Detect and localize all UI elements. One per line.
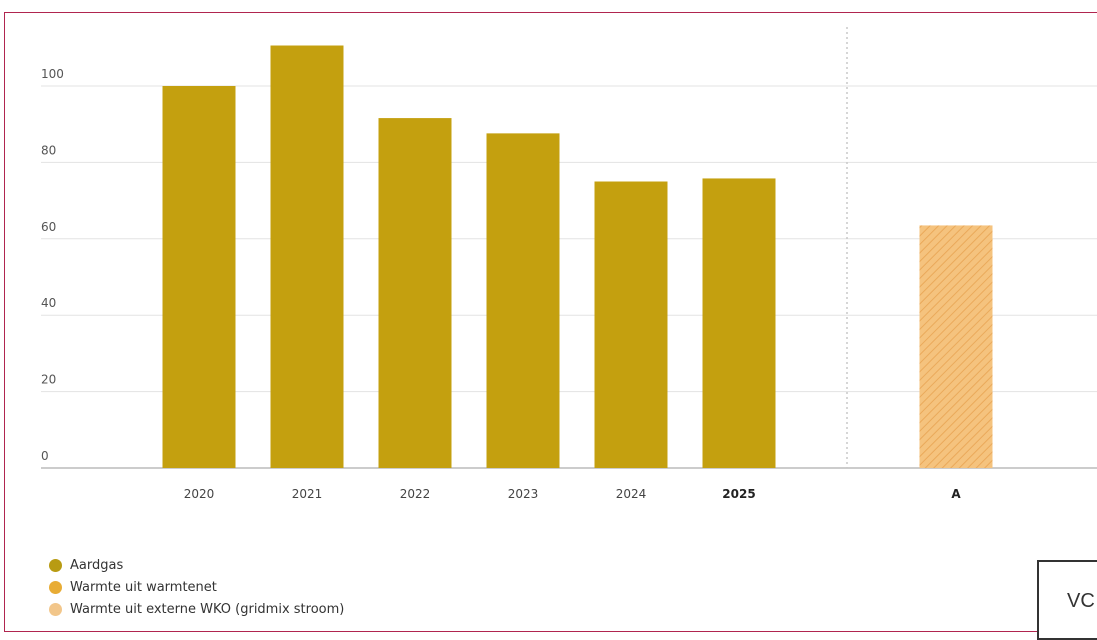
bar-chart: 0 20 40 60 80 100 2020 2021 2022 2023 2024 2025 A — [41, 27, 1097, 501]
bar-A — [919, 225, 993, 468]
y-tick-label: 80 — [41, 143, 56, 157]
x-tick-label: 2022 — [400, 487, 431, 501]
y-tick-label: 100 — [41, 67, 64, 81]
bars — [162, 45, 993, 469]
bar-2024 — [594, 181, 668, 468]
legend: Aardgas Warmte uit warmtenet Warmte uit … — [49, 554, 344, 620]
x-tick-label: A — [951, 487, 961, 501]
legend-label: Warmte uit externe WKO (gridmix stroom) — [70, 601, 345, 617]
legend-swatch-warmtenet — [49, 580, 62, 594]
y-axis-ticks: 0 20 40 60 80 100 — [41, 67, 64, 463]
legend-item-aardgas: Aardgas — [49, 554, 344, 576]
bar-2021 — [270, 45, 344, 469]
legend-swatch-wko — [49, 602, 62, 616]
legend-label: Warmte uit warmtenet — [70, 579, 217, 595]
x-tick-label: 2020 — [184, 487, 215, 501]
chart-frame: 0 20 40 60 80 100 2020 2021 2022 2023 2024 2025 A A… — [4, 12, 1097, 632]
legend-item-wko: Warmte uit externe WKO (gridmix stroom) — [49, 598, 344, 620]
x-axis-ticks: 2020 2021 2022 2023 2024 2025 A — [184, 487, 962, 501]
x-tick-label: 2024 — [616, 487, 647, 501]
corner-label: VC — [1067, 590, 1095, 612]
y-tick-label: 0 — [41, 449, 49, 463]
bar-2025 — [702, 178, 776, 468]
y-tick-label: 40 — [41, 296, 56, 310]
legend-label: Aardgas — [70, 557, 124, 573]
y-tick-label: 60 — [41, 220, 56, 234]
bar-2020 — [162, 86, 236, 468]
bar-2023 — [486, 133, 560, 469]
x-tick-label: 2025 — [722, 487, 755, 501]
legend-item-warmtenet: Warmte uit warmtenet — [49, 576, 344, 598]
y-tick-label: 20 — [41, 373, 56, 387]
bar-2022 — [378, 118, 452, 468]
corner-label-box: VC — [1037, 560, 1097, 640]
x-tick-label: 2021 — [292, 487, 323, 501]
x-tick-label: 2023 — [508, 487, 539, 501]
legend-swatch-aardgas — [49, 558, 62, 572]
